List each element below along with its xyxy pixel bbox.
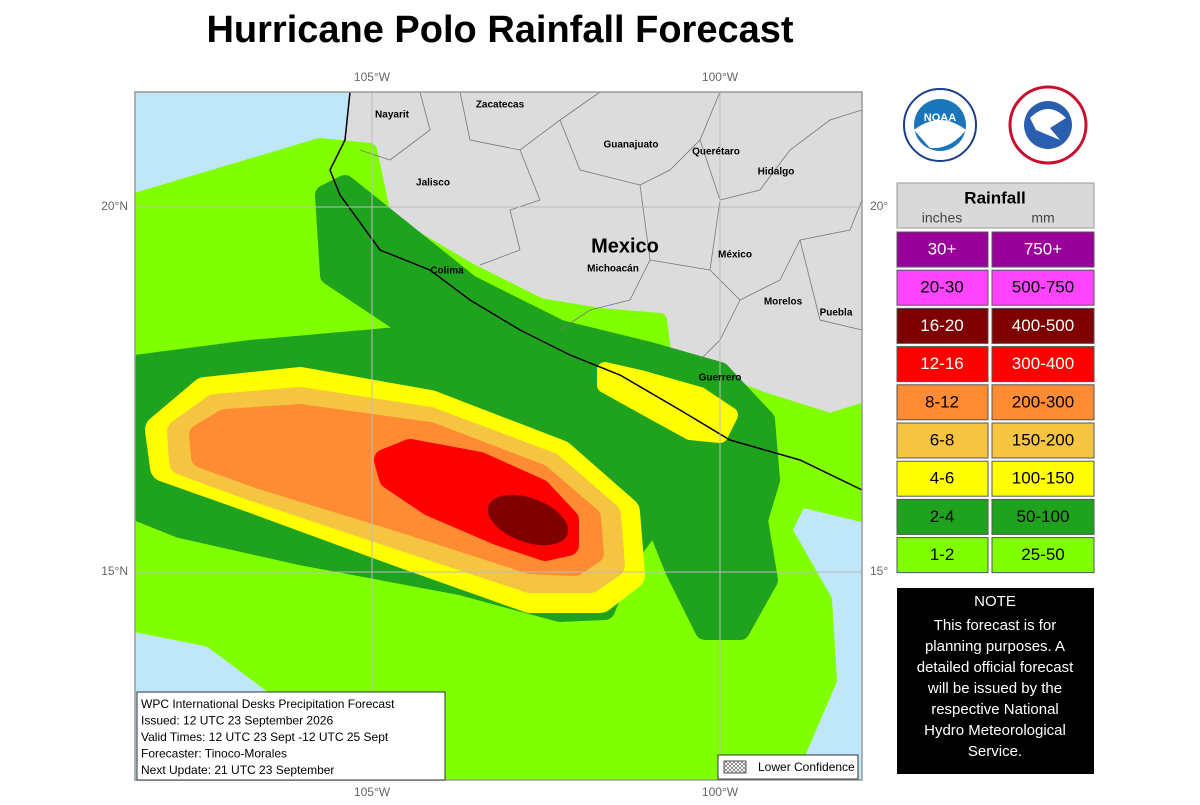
note-line: Hydro Meteorological xyxy=(924,722,1066,739)
graticule xyxy=(135,92,862,780)
lat-label: 20°N xyxy=(101,199,128,213)
note-line: This forecast is for xyxy=(934,617,1057,634)
place-label: Nayarit xyxy=(375,110,410,121)
map-frame xyxy=(134,91,863,781)
legend-swatch xyxy=(896,346,989,383)
legend-mm: 400-500 xyxy=(1012,316,1074,335)
lon-label: 100°W xyxy=(702,785,739,799)
lower-confidence-label: Lower Confidence xyxy=(758,760,855,774)
title: Hurricane Polo Rainfall Forecast xyxy=(206,9,793,51)
legend-inches: 12-16 xyxy=(920,354,963,373)
coastline xyxy=(329,92,862,491)
legend-header xyxy=(896,182,1095,229)
legend-swatch xyxy=(991,269,1095,306)
map: Mexico Nayarit Zacatecas Guanajuato Queréta… xyxy=(135,92,862,780)
note-line: planning purposes. A xyxy=(925,638,1065,655)
legend-inches: 2-4 xyxy=(930,507,955,526)
rain-16-20 xyxy=(487,494,569,546)
legend-swatch xyxy=(896,460,989,497)
legend-inches: 4-6 xyxy=(930,469,955,488)
info-line: Valid Times: 12 UTC 23 Sept -12 UTC 25 S… xyxy=(141,730,389,744)
hatch-swatch xyxy=(723,760,747,774)
legend-inches: 30+ xyxy=(928,239,957,258)
legend-mm: 25-50 xyxy=(1021,545,1064,564)
legend-inches: 16-20 xyxy=(920,316,963,335)
place-label: Guerrero xyxy=(699,373,742,384)
note-line: Service. xyxy=(968,743,1022,760)
info-box xyxy=(136,691,446,781)
legend-inches: 20-30 xyxy=(920,278,963,297)
legend-inches: 1-2 xyxy=(930,545,955,564)
legend-swatch xyxy=(896,269,989,306)
noaa-text: NOAA xyxy=(924,112,956,124)
place-label: Querétaro xyxy=(692,147,740,158)
note-line: will be issued by the xyxy=(927,680,1062,697)
legend-mm: 150-200 xyxy=(1012,430,1074,449)
note-title: NOTE xyxy=(974,593,1016,610)
legend-swatch xyxy=(991,537,1095,574)
legend-swatch xyxy=(991,231,1095,268)
legend: 30+ 750+ 20-30 500-750 16-20 400-500 12-16 300-… xyxy=(896,231,1095,574)
legend-swatch xyxy=(991,460,1095,497)
place-label: Hidalgo xyxy=(758,167,795,178)
legend-mm: 100-150 xyxy=(1012,469,1074,488)
info-text: WPC International Desks Precipitation Fo… xyxy=(141,697,395,777)
info-line: Next Update: 21 UTC 23 September xyxy=(141,763,334,777)
legend-title: Rainfall xyxy=(964,188,1025,207)
lat-label: 15° xyxy=(870,564,888,578)
legend-swatch xyxy=(991,498,1095,535)
legend-mm: 200-300 xyxy=(1012,392,1074,411)
land xyxy=(330,92,862,445)
place-label: Morelos xyxy=(764,297,803,308)
legend-swatch xyxy=(991,346,1095,383)
legend-mm: 300-400 xyxy=(1012,354,1074,373)
legend-swatch xyxy=(896,498,989,535)
coordinate-labels: 105°W 100°W 105°W 100°W 20°N 15°N 20° 15° xyxy=(101,70,888,799)
place-labels: Nayarit Zacatecas Guanajuato Querétaro Hidal… xyxy=(375,100,853,384)
legend-mm: 50-100 xyxy=(1017,507,1070,526)
legend-unit: inches xyxy=(922,210,962,226)
place-label: Zacatecas xyxy=(476,100,525,111)
legend-swatch xyxy=(896,384,989,421)
legend-swatch xyxy=(991,307,1095,344)
country-label: Mexico xyxy=(591,235,659,257)
place-label: Jalisco xyxy=(416,178,450,189)
lon-label: 105°W xyxy=(354,70,391,84)
note-line: detailed official forecast xyxy=(917,659,1074,676)
legend-swatch xyxy=(896,537,989,574)
note-text: This forecast is for planning purposes. A… xyxy=(917,617,1074,760)
place-label: Colima xyxy=(430,266,464,277)
legend-swatch xyxy=(896,231,989,268)
legend-inches: 8-12 xyxy=(925,392,959,411)
note-box xyxy=(897,588,1094,774)
noaa-logo: NOAA xyxy=(903,88,977,162)
place-label: Guanajuato xyxy=(603,140,658,151)
lon-label: 100°W xyxy=(702,70,739,84)
lat-label: 20° xyxy=(870,199,888,213)
nws-logo xyxy=(1008,85,1088,165)
place-label: Michoacán xyxy=(587,264,639,275)
legend-unit: mm xyxy=(1031,210,1054,226)
legend-swatch xyxy=(991,422,1095,459)
note-line: respective National xyxy=(931,701,1059,718)
lon-label: 105°W xyxy=(354,785,391,799)
legend-inches: 6-8 xyxy=(930,430,955,449)
lat-label: 15°N xyxy=(101,564,128,578)
legend-mm: 750+ xyxy=(1024,239,1062,258)
place-label: Puebla xyxy=(820,308,853,319)
legend-swatch xyxy=(991,384,1095,421)
legend-swatch xyxy=(896,307,989,344)
legend-mm: 500-750 xyxy=(1012,278,1074,297)
place-label: México xyxy=(718,250,752,261)
info-line: Forecaster: Tinoco-Morales xyxy=(141,747,287,761)
info-line: Issued: 12 UTC 23 September 2026 xyxy=(141,714,333,728)
info-line: WPC International Desks Precipitation Fo… xyxy=(141,697,395,711)
legend-swatch xyxy=(896,422,989,459)
